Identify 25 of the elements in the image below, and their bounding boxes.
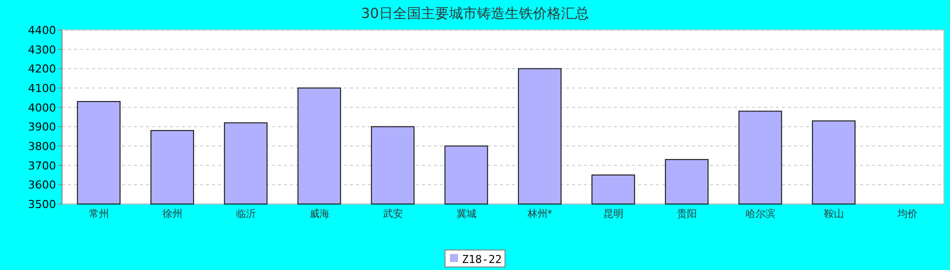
x-tick-label: 常州	[88, 208, 109, 220]
y-tick-label: 3700	[28, 159, 56, 172]
x-tick-label: 冀城	[456, 208, 476, 220]
y-tick-label: 4400	[28, 24, 56, 37]
x-tick-label: 鞍山	[824, 208, 844, 220]
y-tick-label: 3800	[28, 140, 56, 153]
x-tick-label: 贵阳	[676, 208, 697, 220]
y-tick-label: 4200	[28, 62, 56, 76]
y-tick-label: 4100	[28, 82, 56, 95]
x-tick-label: 林州*	[526, 208, 552, 220]
x-tick-label: 威海	[309, 208, 330, 220]
y-tick-label: 4000	[28, 101, 56, 114]
y-tick-label: 3500	[28, 198, 56, 211]
x-tick-label: 武安	[382, 208, 403, 220]
chart-title: 30日全国主要城市铸造生铁价格汇总	[361, 6, 589, 22]
y-tick-label: 3600	[28, 178, 56, 192]
x-tick-label: 昆明	[603, 209, 624, 220]
legend: Z18-22	[444, 250, 506, 268]
x-tick-label: 均价	[896, 208, 918, 220]
y-tick-label: 4300	[28, 43, 56, 56]
x-tick-label: 徐州	[162, 208, 182, 220]
x-tick-label: 哈尔滨	[745, 208, 776, 220]
x-tick-label: 临沂	[236, 208, 256, 220]
legend-label: Z18-22	[462, 253, 502, 266]
y-tick-label: 3900	[28, 120, 56, 134]
